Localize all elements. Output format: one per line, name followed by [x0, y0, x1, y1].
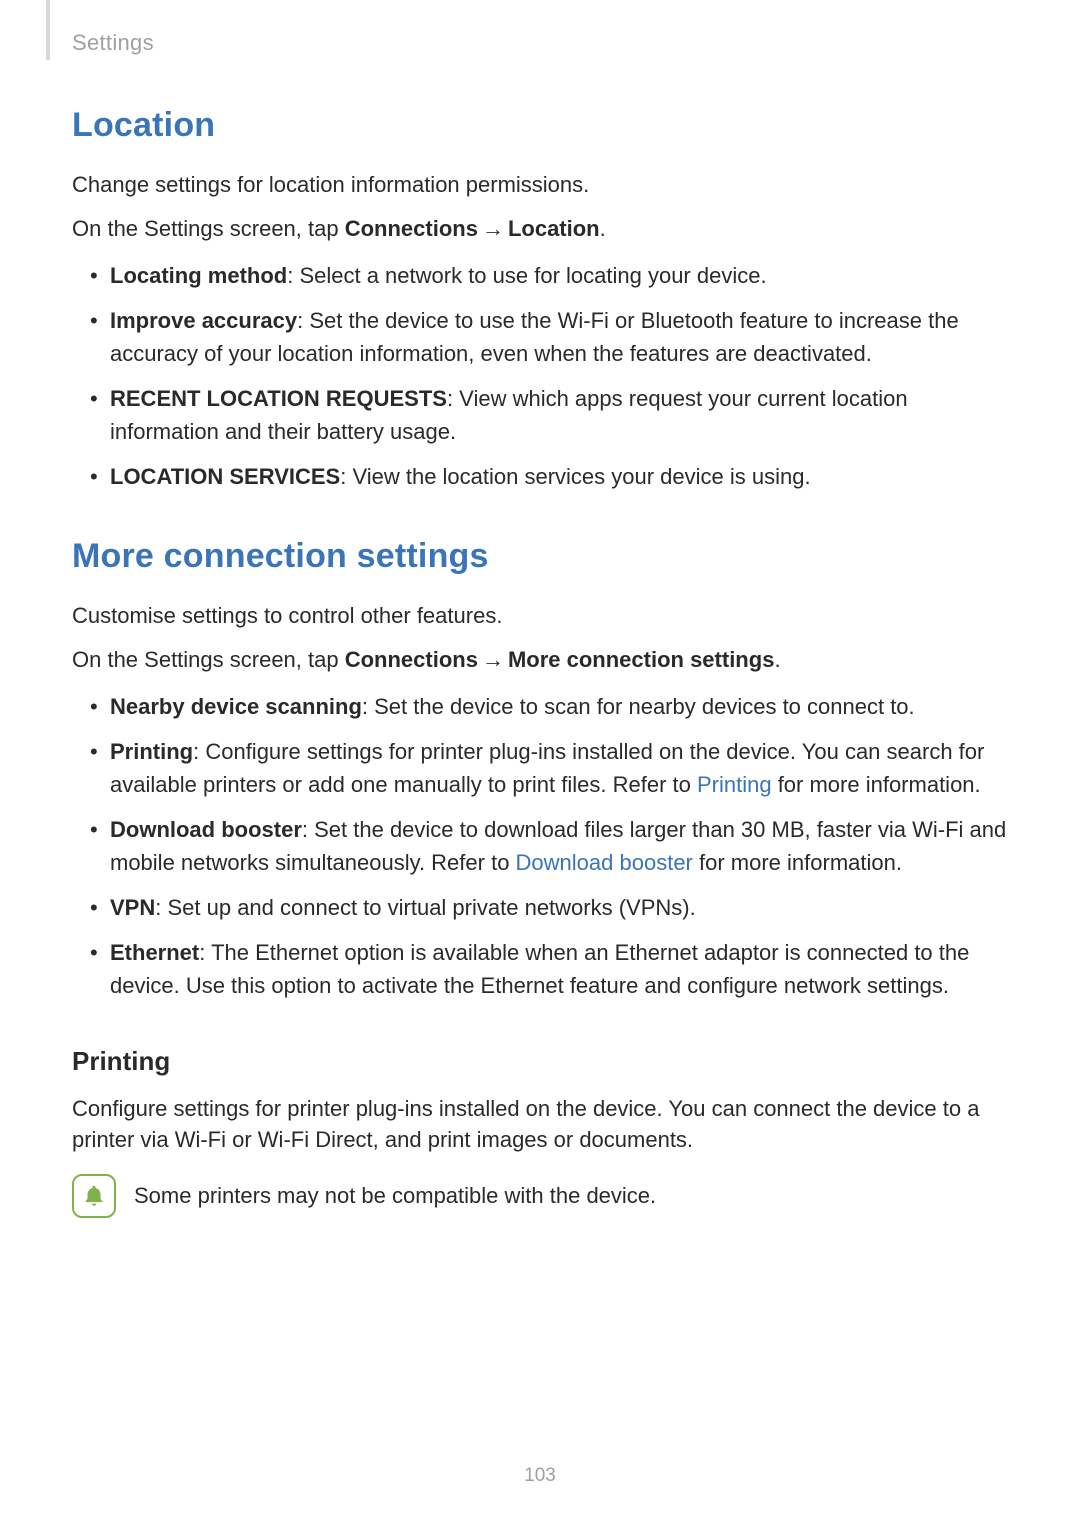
- list-term: Ethernet: [110, 940, 199, 965]
- section-title-more: More connection settings: [72, 537, 1008, 576]
- path-bold: Location: [508, 216, 600, 241]
- list-desc: : Set the device to scan for nearby devi…: [362, 694, 915, 719]
- list-term: Improve accuracy: [110, 308, 297, 333]
- bell-icon: [81, 1183, 107, 1209]
- header-rule: [46, 0, 50, 60]
- list-item: Ethernet: The Ethernet option is availab…: [72, 936, 1008, 1002]
- location-path: On the Settings screen, tap Connections→…: [72, 213, 1008, 245]
- note-row: Some printers may not be compatible with…: [72, 1174, 1008, 1218]
- list-desc: : Select a network to use for locating y…: [287, 263, 766, 288]
- text-fragment: On the Settings screen, tap: [72, 216, 345, 241]
- path-bold: Connections: [345, 647, 478, 672]
- arrow-icon: →: [478, 216, 508, 241]
- text-fragment: .: [600, 216, 606, 241]
- list-desc: : The Ethernet option is available when …: [110, 940, 969, 998]
- arrow-icon: →: [478, 647, 508, 672]
- location-intro: Change settings for location information…: [72, 169, 1008, 201]
- text-fragment: On the Settings screen, tap: [72, 647, 345, 672]
- list-item: Download booster: Set the device to down…: [72, 813, 1008, 879]
- location-list: Locating method: Select a network to use…: [72, 259, 1008, 493]
- list-desc: for more information.: [693, 850, 902, 875]
- list-item: LOCATION SERVICES: View the location ser…: [72, 460, 1008, 493]
- list-item: RECENT LOCATION REQUESTS: View which app…: [72, 382, 1008, 448]
- list-item: VPN: Set up and connect to virtual priva…: [72, 891, 1008, 924]
- path-bold: More connection settings: [508, 647, 774, 672]
- link-printing[interactable]: Printing: [697, 772, 772, 797]
- list-term: VPN: [110, 895, 155, 920]
- note-icon: [72, 1174, 116, 1218]
- text-fragment: .: [774, 647, 780, 672]
- list-term: Printing: [110, 739, 193, 764]
- page-root: Settings Location Change settings for lo…: [0, 0, 1080, 1527]
- sub-title-printing: Printing: [72, 1046, 1008, 1077]
- page-content: Location Change settings for location in…: [72, 0, 1008, 1218]
- list-desc: : Set up and connect to virtual private …: [155, 895, 695, 920]
- list-item: Nearby device scanning: Set the device t…: [72, 690, 1008, 723]
- list-term: Locating method: [110, 263, 287, 288]
- note-text: Some printers may not be compatible with…: [134, 1180, 656, 1212]
- list-item: Printing: Configure settings for printer…: [72, 735, 1008, 801]
- list-desc: : View the location services your device…: [340, 464, 810, 489]
- breadcrumb: Settings: [72, 30, 154, 56]
- more-list: Nearby device scanning: Set the device t…: [72, 690, 1008, 1002]
- section-title-location: Location: [72, 106, 1008, 145]
- path-bold: Connections: [345, 216, 478, 241]
- page-number: 103: [0, 1465, 1080, 1487]
- list-desc: for more information.: [772, 772, 981, 797]
- list-item: Locating method: Select a network to use…: [72, 259, 1008, 292]
- more-intro: Customise settings to control other feat…: [72, 600, 1008, 632]
- more-path: On the Settings screen, tap Connections→…: [72, 644, 1008, 676]
- list-term: Nearby device scanning: [110, 694, 362, 719]
- link-download-booster[interactable]: Download booster: [516, 850, 693, 875]
- list-term: RECENT LOCATION REQUESTS: [110, 386, 447, 411]
- list-term: Download booster: [110, 817, 302, 842]
- printing-intro: Configure settings for printer plug-ins …: [72, 1093, 1008, 1157]
- list-term: LOCATION SERVICES: [110, 464, 340, 489]
- list-item: Improve accuracy: Set the device to use …: [72, 304, 1008, 370]
